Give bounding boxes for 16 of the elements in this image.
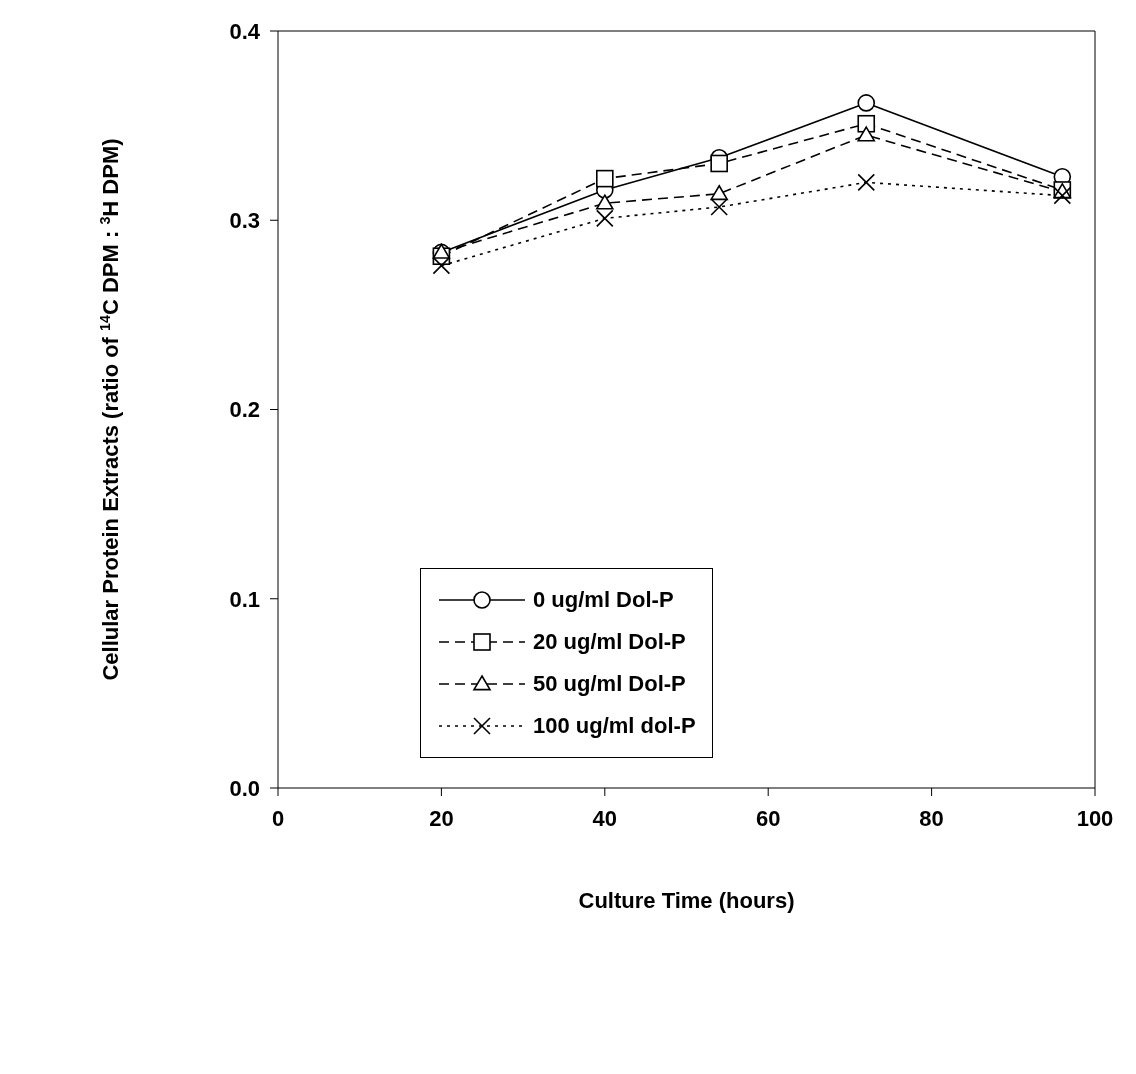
y-tick-label: 0.0 (229, 775, 260, 801)
y-tick-label: 0.2 (229, 397, 260, 423)
x-tick-label: 80 (919, 805, 944, 831)
y-tick-label: 0.4 (229, 18, 261, 44)
legend-label: 100 ug/ml dol-P (533, 713, 696, 739)
x-tick-label: 100 (1076, 805, 1114, 831)
y-tick-label: 0.3 (229, 208, 260, 234)
y-tick-label: 0.1 (229, 586, 260, 612)
legend-label: 20 ug/ml Dol-P (533, 629, 686, 655)
x-tick-label: 0 (271, 805, 285, 831)
x-tick-label: 40 (592, 805, 618, 831)
x-tick-label: 20 (429, 805, 454, 831)
legend-label: 50 ug/ml Dol-P (533, 671, 686, 697)
legend-label: 0 ug/ml Dol-P (533, 587, 674, 613)
x-tick-label: 60 (755, 805, 781, 831)
x-axis-title: Culture Time (hours) (578, 888, 795, 913)
